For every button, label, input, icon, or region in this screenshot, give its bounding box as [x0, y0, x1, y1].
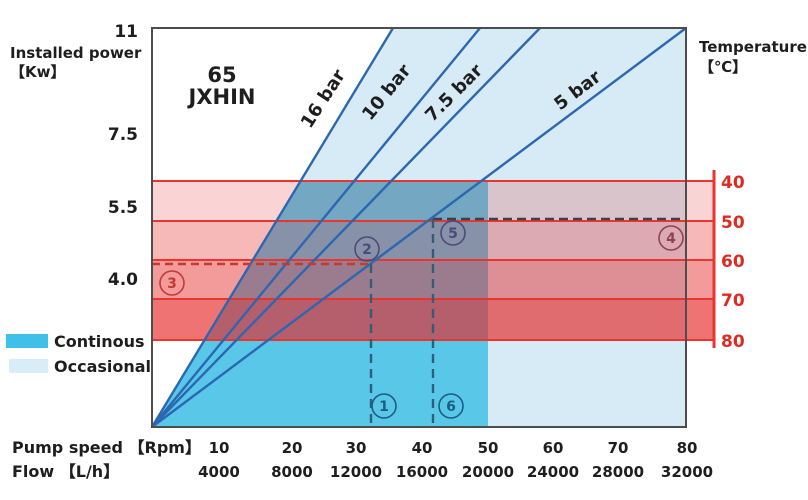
marker-2-circle [354, 236, 380, 262]
kw-tick-7-5: 7.5 [108, 125, 138, 145]
left-axis-unit: 【Kw】 [10, 63, 65, 81]
pump-speed-axis-label: Pump speed 【Rpm】 [12, 438, 201, 457]
marker-4-number: 4 [666, 231, 676, 247]
kw-tick-4-0: 4.0 [108, 270, 138, 290]
temp-tick-60: 60 [721, 252, 745, 272]
marker-6-circle [438, 393, 464, 419]
rpm-tick-20: 20 [282, 439, 303, 457]
legend-label-occasional: Occasional [54, 357, 151, 376]
flow-tick-32000: 32000 [661, 463, 713, 481]
marker-3: 3 [159, 270, 185, 296]
pressure-line-10bar [151, 27, 481, 428]
pressure-line-16bar [150, 27, 395, 428]
legend-swatch-continuous [6, 334, 48, 348]
marker-6: 6 [438, 393, 464, 419]
flow-tick-24000: 24000 [527, 463, 579, 481]
rpm-tick-60: 60 [543, 439, 564, 457]
marker-6-number: 6 [446, 399, 456, 415]
marker-4-circle [658, 225, 684, 251]
kw-tick-11: 11 [114, 22, 138, 42]
marker-5-number: 5 [448, 226, 458, 242]
temp-band-70-80 [152, 299, 714, 340]
rpm-tick-80: 80 [677, 439, 698, 457]
plot-frame [151, 27, 687, 428]
right-axis-title: Temperature [699, 38, 807, 56]
flow-axis-label: Flow 【L/h】 [12, 462, 119, 481]
marker-1-circle [371, 393, 397, 419]
flow-tick-12000: 12000 [330, 463, 382, 481]
marker-3-circle [159, 270, 185, 296]
rpm-tick-70: 70 [608, 439, 629, 457]
temp-tick-70: 70 [721, 291, 745, 311]
kw-tick-5-5: 5.5 [108, 198, 138, 218]
flow-tick-16000: 16000 [396, 463, 448, 481]
marker-2: 2 [354, 236, 380, 262]
flow-tick-8000: 8000 [271, 463, 313, 481]
flow-tick-28000: 28000 [592, 463, 644, 481]
flow-tick-20000: 20000 [462, 463, 514, 481]
pressure-line-7-5bar [151, 27, 541, 428]
rpm-tick-40: 40 [412, 439, 433, 457]
left-axis-title: Installed power [10, 44, 142, 62]
marker-2-number: 2 [362, 242, 372, 258]
temp-tick-80: 80 [721, 332, 745, 352]
marker-5: 5 [440, 220, 466, 246]
pressure-line-5bar [151, 27, 687, 428]
marker-3-number: 3 [167, 276, 177, 292]
temp-tick-40: 40 [721, 173, 745, 193]
model-name: JXHIN [187, 85, 256, 109]
legend-label-continuous: Continous [54, 332, 145, 351]
temp-band-40-50 [152, 181, 714, 221]
legend-swatch-occasional [9, 359, 48, 373]
flow-tick-4000: 4000 [198, 463, 240, 481]
rpm-tick-50: 50 [478, 439, 499, 457]
marker-1: 1 [371, 393, 397, 419]
marker-4: 4 [658, 225, 684, 251]
right-axis-unit: 【℃】 [699, 58, 747, 76]
marker-1-number: 1 [379, 399, 389, 415]
rpm-tick-10: 10 [209, 439, 230, 457]
temp-tick-50: 50 [721, 213, 745, 233]
rpm-tick-30: 30 [346, 439, 367, 457]
marker-5-circle [440, 220, 466, 246]
model-number: 65 [207, 63, 236, 87]
